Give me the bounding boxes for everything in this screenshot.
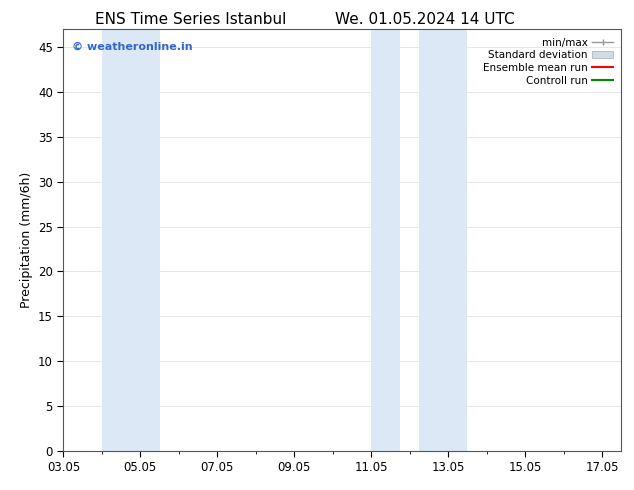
Text: ENS Time Series Istanbul: ENS Time Series Istanbul	[94, 12, 286, 27]
Bar	[419, 29, 467, 451]
Text: We. 01.05.2024 14 UTC: We. 01.05.2024 14 UTC	[335, 12, 515, 27]
Legend: min/max, Standard deviation, Ensemble mean run, Controll run: min/max, Standard deviation, Ensemble me…	[480, 35, 616, 89]
Bar	[102, 29, 160, 451]
Y-axis label: Precipitation (mm/6h): Precipitation (mm/6h)	[20, 172, 32, 308]
Bar	[372, 29, 400, 451]
Text: © weatheronline.in: © weatheronline.in	[72, 42, 192, 52]
